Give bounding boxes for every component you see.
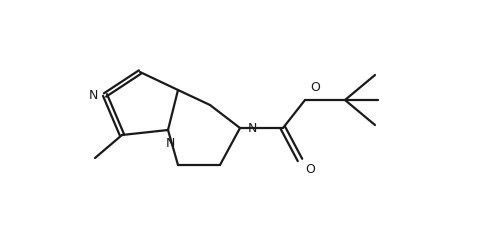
Text: N: N [165,137,175,150]
Text: O: O [310,81,320,94]
Text: N: N [248,122,257,134]
Text: O: O [305,163,315,176]
Text: N: N [89,88,98,102]
